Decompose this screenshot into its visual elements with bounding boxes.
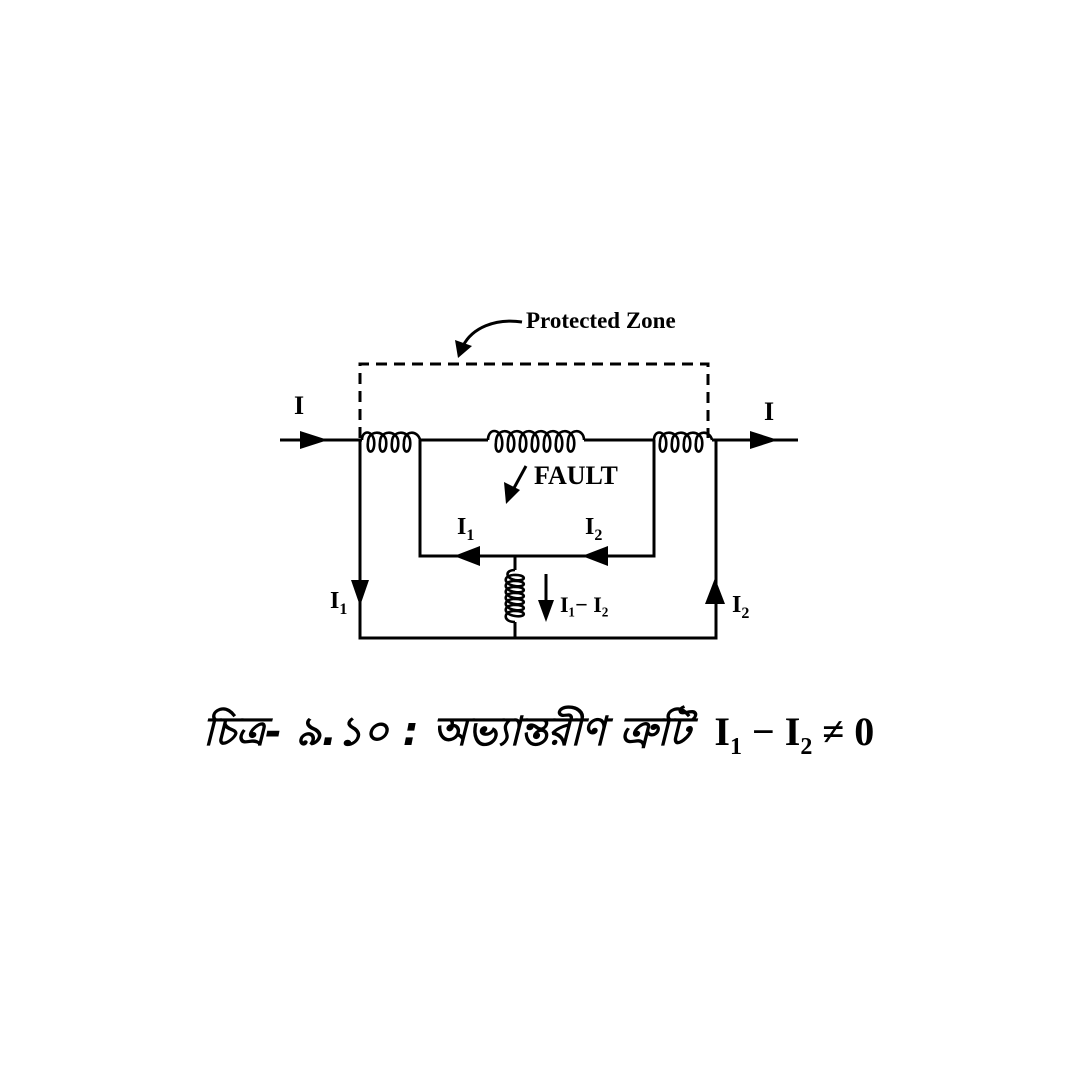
fault-pointer-arrowhead bbox=[504, 482, 520, 504]
caption-text: চিত্র- ৯.১০ : অভ্যান্তরীণ ত্রুটি bbox=[202, 709, 691, 755]
fault-pointer-line bbox=[512, 465, 528, 489]
zone-pointer-curve bbox=[461, 319, 523, 347]
caption-equation: I1 − I2 ≠ 0 bbox=[714, 709, 875, 760]
outer-secondary-loop bbox=[358, 440, 718, 640]
protected-zone-label: Protected Zone bbox=[526, 308, 676, 333]
relay-operating-coil bbox=[504, 568, 526, 624]
left-ct-coil bbox=[360, 431, 422, 453]
figure-caption: চিত্র- ৯.১০ : অভ্যান্তরীণ ত্রুটি I1 − I2… bbox=[0, 700, 1077, 767]
input-current-label: I bbox=[294, 391, 304, 420]
i1-outer-arrow bbox=[351, 580, 369, 606]
protected-equipment-coil bbox=[486, 429, 586, 453]
output-current-arrow bbox=[750, 431, 778, 449]
i2-inner-arrow bbox=[582, 546, 608, 566]
i2-outer-arrow bbox=[705, 578, 725, 604]
i1-inner-label: I1 bbox=[457, 514, 474, 544]
output-current-label: I bbox=[764, 397, 774, 426]
inner-secondary-loop bbox=[418, 440, 656, 558]
i1-outer-label: I1 bbox=[330, 588, 347, 618]
protected-zone-boundary bbox=[358, 362, 710, 438]
i2-outer-label: I2 bbox=[732, 592, 749, 622]
zone-pointer-arrowhead bbox=[455, 340, 472, 358]
i1-inner-arrow bbox=[454, 546, 480, 566]
input-current-arrow bbox=[300, 431, 328, 449]
i2-inner-label: I2 bbox=[585, 514, 602, 544]
diff-current-arrowhead bbox=[538, 600, 554, 622]
diff-current-label: I₁− I₂ bbox=[560, 592, 609, 617]
fault-label: FAULT bbox=[534, 461, 618, 490]
right-ct-coil bbox=[652, 431, 714, 453]
